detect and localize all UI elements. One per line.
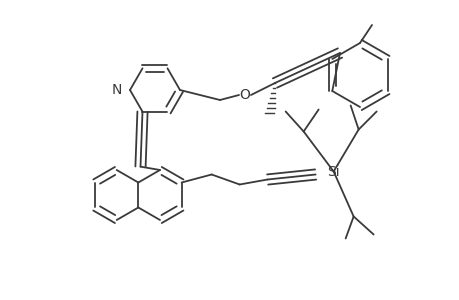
Text: Si: Si xyxy=(327,164,339,178)
Text: O: O xyxy=(239,88,250,102)
Text: N: N xyxy=(112,83,122,97)
